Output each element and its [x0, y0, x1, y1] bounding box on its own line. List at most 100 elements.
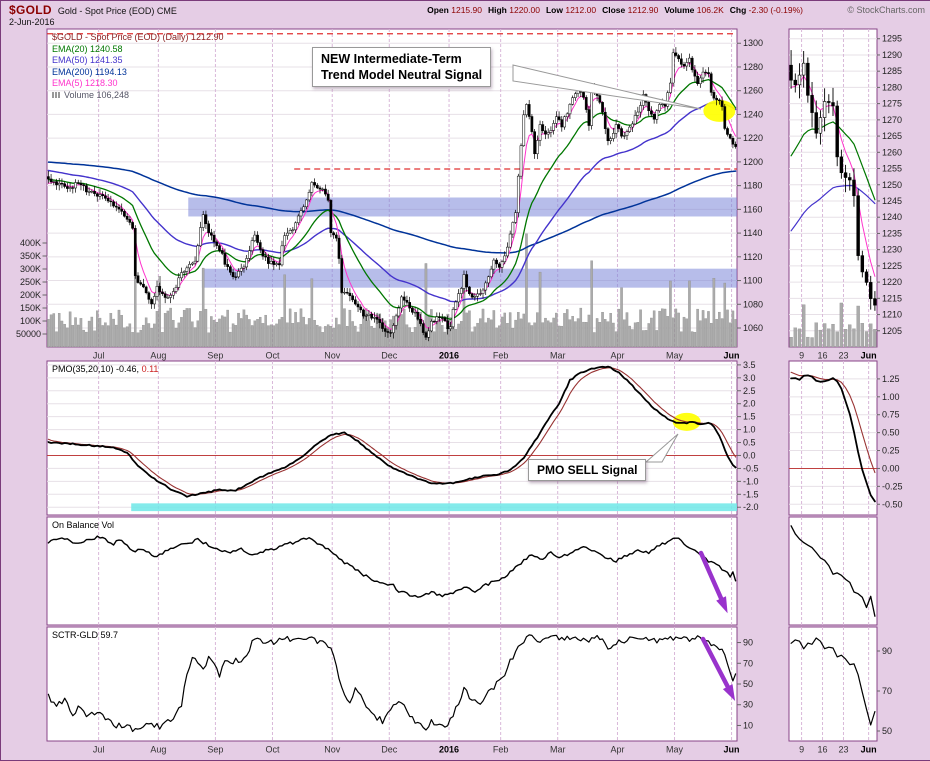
- mini-pmo-axis-label: 1.00: [882, 392, 900, 402]
- trend-model-annotation: NEW Intermediate-Term Trend Model Neutra…: [312, 47, 492, 87]
- quote-high-value: 1220.00: [509, 5, 540, 15]
- price-legend-ema200: EMA(200) 1194.13: [52, 66, 127, 77]
- pmo-axis-label: -2.0: [743, 502, 759, 512]
- quote-high-label: High: [487, 5, 507, 15]
- ema200-line: [47, 161, 737, 254]
- mini-price-axis-label: 1275: [882, 99, 902, 109]
- month-label: May: [666, 351, 684, 361]
- mini-x-label: 9: [799, 745, 804, 755]
- sctr-axis-label: 70: [743, 658, 753, 668]
- mini-pmo-axis-label: 0.25: [882, 446, 900, 456]
- support-band: [201, 268, 737, 288]
- mini-x-label: 9: [799, 351, 804, 361]
- mini-obv-line: [790, 525, 876, 617]
- price-axis-label: 1280: [743, 62, 763, 72]
- mini-x-label: 23: [838, 745, 848, 755]
- price-axis-label: 1100: [743, 276, 762, 286]
- month-label: May: [666, 745, 684, 755]
- month-label: Feb: [493, 351, 509, 361]
- pmo-axis-label: -1.0: [743, 476, 759, 486]
- pmo-axis-label: 3.0: [743, 373, 756, 383]
- support-band: [188, 197, 738, 217]
- month-label: Sep: [207, 745, 223, 755]
- pmo-axis-label: -0.5: [743, 463, 759, 473]
- mini-price-axis-label: 1255: [882, 164, 902, 174]
- copyright: © StockCharts.com: [847, 5, 925, 15]
- pmo-axis-label: 2.0: [743, 399, 756, 409]
- quote-volume-label: Volume: [664, 5, 695, 15]
- quote-chg-value: -2.30 (-0.19%): [748, 5, 803, 15]
- month-label: Oct: [265, 351, 280, 361]
- mini-pmo-axis-label: 1.25: [882, 374, 900, 384]
- month-label: Jun: [724, 351, 740, 361]
- price-legend: $GOLD - Spot Price (EOD) (Daily) 1212.90…: [52, 32, 224, 101]
- month-label: Jun: [724, 745, 740, 755]
- mini-price-axis-label: 1270: [882, 115, 902, 125]
- month-label: Jul: [93, 745, 105, 755]
- price-axis-label: 1220: [743, 133, 763, 143]
- price-axis-label: 1140: [743, 228, 762, 238]
- mini-sctr-axis-label: 50: [882, 726, 892, 736]
- price-axis-label: 1060: [743, 323, 763, 333]
- quote-close-label: Close: [602, 5, 626, 15]
- quote-volume-value: 106.2K: [696, 5, 724, 15]
- pmo-legend: PMO(35,20,10) -0.46, 0.11: [52, 364, 158, 376]
- mini-price-axis-label: 1280: [882, 82, 902, 92]
- trend-annotation-tail: [512, 64, 702, 110]
- trend-annotation-line2: Trend Model Neutral Signal: [321, 68, 483, 82]
- pmo-axis-label: 1.0: [743, 425, 756, 435]
- mini-price-axis-label: 1230: [882, 245, 902, 255]
- price-axis-label: 1240: [743, 109, 763, 119]
- quote-high: High 1220.00: [488, 5, 540, 15]
- trend-annotation-line1: NEW Intermediate-Term: [321, 52, 462, 66]
- sctr-axis-label: 50: [743, 679, 753, 689]
- price-axis-label: 1080: [743, 299, 763, 309]
- mini-price-axis-label: 1250: [882, 180, 902, 190]
- mini-pmo-axis-label: 0.75: [882, 410, 900, 420]
- mini-x-label: Jun: [861, 745, 877, 755]
- price-legend-ema20: EMA(20) 1240.58: [52, 43, 123, 54]
- mini-price-axis-label: 1265: [882, 131, 902, 141]
- pmo-annotation-tail: [644, 433, 679, 463]
- price-axis-label: 1120: [743, 252, 762, 262]
- sctr-line: [47, 634, 737, 733]
- pmo-axis-label: 0.0: [743, 450, 756, 460]
- month-label: Aug: [150, 745, 166, 755]
- price-axis-label: 1160: [743, 204, 762, 214]
- mini-price-axis-label: 1285: [882, 66, 902, 76]
- price-legend-main: $GOLD - Spot Price (EOD) (Daily) 1212.90: [52, 32, 224, 42]
- volume-axis-label: 300K: [20, 264, 41, 274]
- mini-x-label: 23: [838, 351, 848, 361]
- pmo-axis-label: 2.5: [743, 386, 756, 396]
- month-label: 2016: [439, 745, 459, 755]
- month-label: Apr: [610, 745, 624, 755]
- chart-date: 2-Jun-2016: [9, 17, 55, 27]
- mini-x-label: 16: [818, 351, 828, 361]
- month-label: Aug: [150, 351, 166, 361]
- pmo-cyan-band: [131, 503, 738, 512]
- quote-low: Low 1212.00: [546, 5, 596, 15]
- mini-candlesticks: [789, 50, 877, 311]
- mini-ema50-line: [790, 184, 876, 232]
- quote-low-value: 1212.00: [565, 5, 597, 15]
- mini-pmo-axis-label: -0.50: [882, 499, 903, 509]
- sctr-legend: SCTR-GLD 59.7: [52, 630, 119, 640]
- month-label: Dec: [381, 351, 398, 361]
- pmo-axis-label: 0.5: [743, 438, 756, 448]
- trend-neutral-highlight: [703, 99, 736, 122]
- mini-x-label: 16: [818, 745, 828, 755]
- mini-price-axis-label: 1290: [882, 50, 902, 60]
- quote-chg: Chg -2.30 (-0.19%): [730, 5, 803, 15]
- volume-axis-label: 250K: [20, 277, 41, 287]
- pmo-line: [47, 365, 737, 498]
- month-label: Sep: [207, 351, 223, 361]
- volume-axis-label: 400K: [20, 238, 41, 248]
- price-legend-volume: Volume 106,248: [52, 90, 224, 102]
- mini-price-axis-label: 1235: [882, 228, 902, 238]
- price-axis-label: 1180: [743, 181, 762, 191]
- ema50-line: [47, 102, 737, 303]
- month-label: Mar: [550, 745, 566, 755]
- pmo-axis-label: -1.5: [743, 489, 759, 499]
